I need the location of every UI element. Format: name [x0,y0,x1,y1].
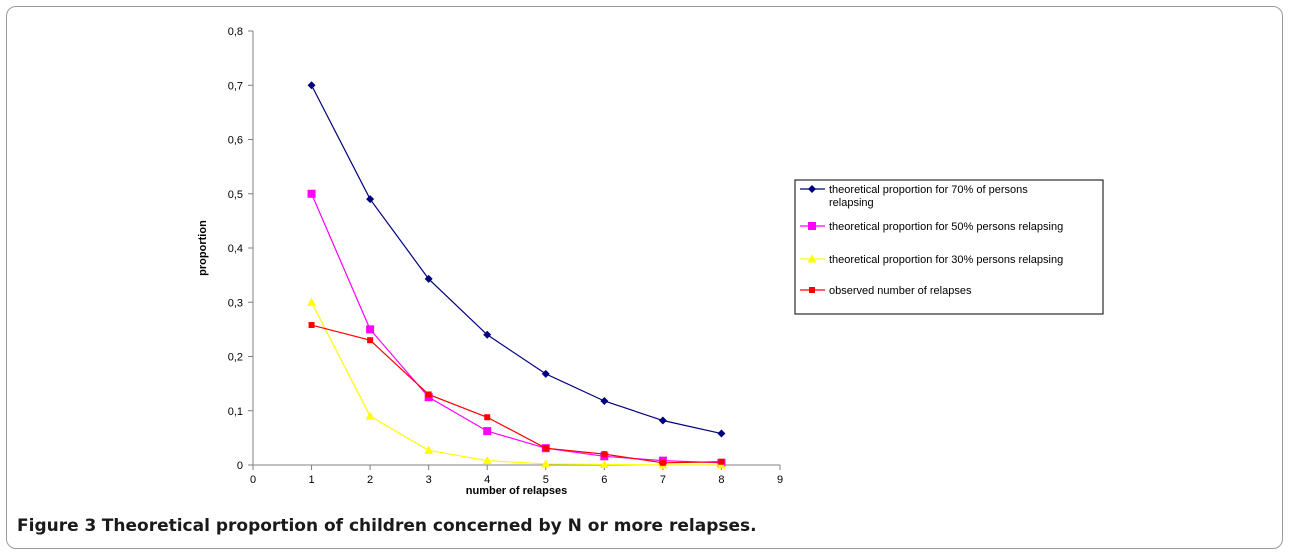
x-tick-label: 0 [250,474,256,486]
data-point-diamond [541,369,550,378]
figure-label: Figure 3 [17,516,97,536]
data-point-diamond [424,274,433,283]
series-3 [307,297,726,469]
legend-entry-2: theoretical proportion for 50% persons r… [800,221,1063,233]
x-tick-label: 9 [777,474,783,486]
data-point-diamond [366,195,375,204]
x-tick-label: 4 [484,474,490,486]
data-point-square [366,325,375,334]
data-point-small-square [484,414,491,421]
series-line [311,324,722,464]
axes: 0 0,1 0,2 0,3 0,4 0,5 0,6 0,7 0,8 0 1 2 3 4 5 6 7 8 9 numbe… [197,26,783,497]
y-tick-label: 0,6 [228,135,243,147]
y-tick-label: 0,4 [228,243,243,255]
data-point-diamond [658,416,667,425]
x-tick-label: 7 [660,474,666,486]
legend-label: observed number of relapses [829,285,972,297]
data-point-triangle [482,456,492,465]
series-1 [307,81,726,438]
data-point-triangle [541,459,551,468]
series-line [311,193,722,464]
data-point-square [808,222,816,230]
series-line [311,301,722,466]
data-point-small-square [425,391,432,398]
legend-label: theoretical proportion for 70% of person… [829,184,1028,209]
legend-entry-3: theoretical proportion for 30% persons r… [800,254,1063,266]
legend-entry-1: theoretical proportion for 70% of person… [800,184,1028,209]
x-tick-label: 3 [426,474,432,486]
x-axis-title: number of relapses [466,485,567,497]
data-point-diamond [600,396,609,405]
legend-entry-4: observed number of relapses [800,285,972,297]
figure-caption: Figure 3 Theoretical proportion of child… [17,516,757,536]
data-point-small-square [601,451,608,458]
data-point-small-square [718,458,725,465]
series-2 [307,189,726,467]
series-line [311,84,722,435]
data-point-triangle [807,254,817,263]
x-tick-label: 8 [718,474,724,486]
x-tick-label: 1 [308,474,314,486]
y-tick-label: 0,7 [228,80,243,92]
data-point-square [307,189,316,198]
data-point-small-square [308,322,315,329]
data-point-diamond [483,330,492,339]
data-point-triangle [599,459,609,468]
legend-label: theoretical proportion for 50% persons r… [829,221,1063,233]
y-tick-label: 0,8 [228,26,243,38]
x-tick-label: 2 [367,474,373,486]
data-point-small-square [659,459,666,466]
legend: theoretical proportion for 70% of person… [794,179,1104,315]
data-point-diamond [808,185,816,193]
caption-text: Theoretical proportion of children conce… [101,516,757,536]
data-point-small-square [367,337,374,344]
series-layer [307,81,726,469]
data-point-triangle [365,411,375,420]
data-point-triangle [307,297,317,306]
legend-label: theoretical proportion for 30% persons r… [829,254,1063,266]
data-point-triangle [424,445,434,454]
data-point-diamond [717,429,726,438]
y-tick-label: 0,1 [228,406,243,418]
data-point-diamond [307,81,316,90]
y-tick-label: 0,2 [228,352,243,364]
y-tick-label: 0,5 [228,189,243,201]
x-tick-label: 5 [543,474,549,486]
y-tick-label: 0,3 [228,297,243,309]
legend-box [794,179,1104,315]
y-axis-title: proportion [197,220,209,276]
data-point-small-square [809,287,815,293]
series-4 [308,322,725,466]
y-tick-label: 0 [237,460,243,472]
data-point-square [483,427,492,436]
data-point-small-square [542,445,549,452]
x-tick-label: 6 [601,474,607,486]
